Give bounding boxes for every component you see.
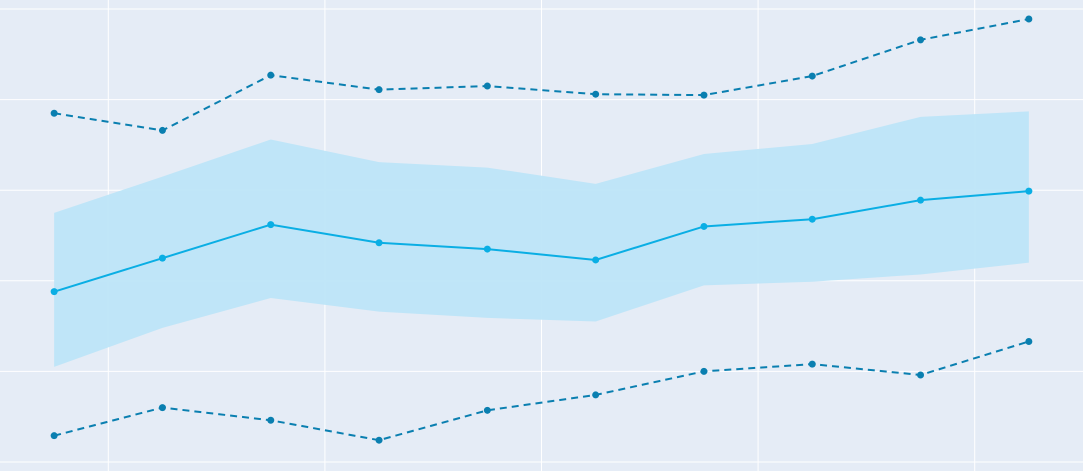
- upper-dashed-point: [267, 71, 275, 79]
- lower-dashed-point: [483, 406, 491, 414]
- upper-dashed-point: [1025, 15, 1033, 23]
- lower-dashed-line: [53, 340, 1030, 442]
- lower-dashed-point: [700, 367, 708, 375]
- lower-dashed-point: [50, 432, 58, 440]
- upper-dashed-point: [700, 91, 708, 99]
- mean-point: [483, 245, 491, 253]
- mean-point: [50, 288, 58, 296]
- lower-dashed-point: [1025, 337, 1033, 345]
- lower-dashed-point: [375, 436, 383, 444]
- mean-point: [917, 196, 925, 204]
- upper-dashed-line: [53, 18, 1030, 132]
- upper-dashed-point: [808, 72, 816, 80]
- upper-dashed-point: [483, 82, 491, 90]
- upper-dashed-point: [917, 36, 925, 44]
- confidence-band: [54, 111, 1029, 367]
- mean-line: [53, 190, 1029, 293]
- upper-dashed-point: [50, 109, 58, 117]
- mean-point: [592, 256, 600, 264]
- upper-dashed-point: [158, 126, 166, 134]
- mean-point: [1025, 187, 1033, 195]
- mean-point: [158, 254, 166, 262]
- lower-dashed-point: [592, 391, 600, 399]
- lower-dashed-point: [267, 416, 275, 424]
- mean-point: [267, 221, 275, 229]
- mean-point: [700, 222, 708, 230]
- mean-point: [808, 215, 816, 223]
- series-layer: [50, 15, 1033, 444]
- lower-dashed-point: [917, 371, 925, 379]
- upper-dashed-point: [592, 90, 600, 98]
- upper-dashed-point: [375, 86, 383, 94]
- lower-dashed-point: [808, 360, 816, 368]
- lower-dashed-point: [158, 404, 166, 412]
- mean-point: [375, 239, 383, 247]
